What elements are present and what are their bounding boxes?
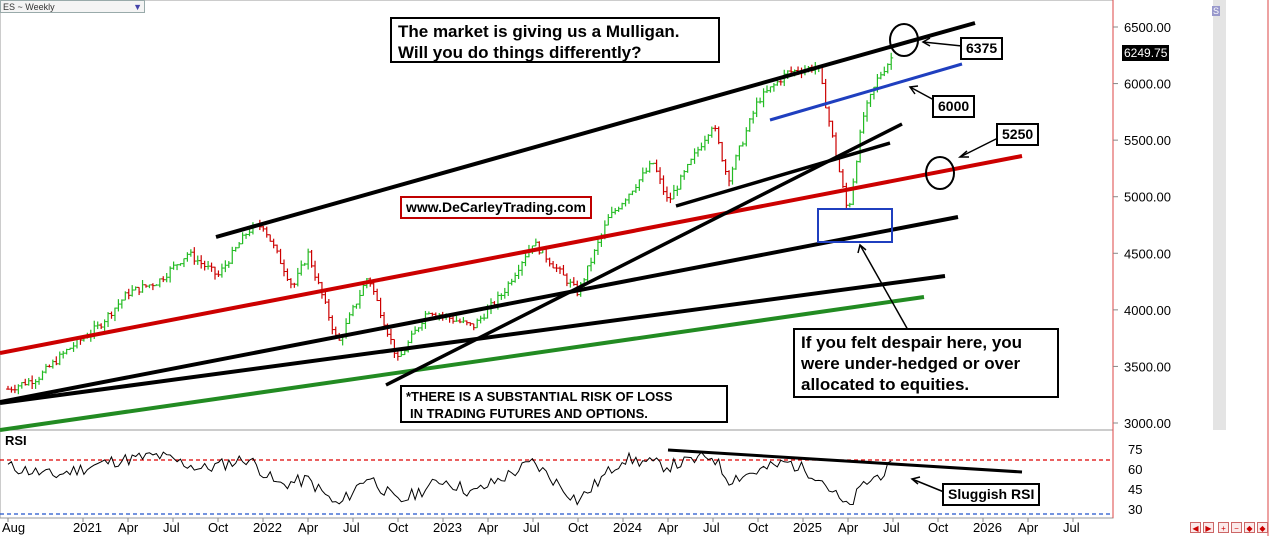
time-tick-label: Aug bbox=[2, 520, 25, 535]
scroll-track[interactable] bbox=[1213, 0, 1226, 430]
rsi-trend-line bbox=[667, 448, 1023, 474]
time-tick-label: 2021 bbox=[73, 520, 102, 535]
symbol-label: ES ~ Weekly bbox=[3, 2, 55, 12]
zoom-in-button[interactable]: + bbox=[1218, 522, 1229, 533]
zoom-out-button[interactable]: − bbox=[1231, 522, 1242, 533]
rsi-tick-label: 75 bbox=[1128, 442, 1142, 457]
target-circle-5250 bbox=[925, 156, 955, 190]
time-tick-label: 2022 bbox=[253, 520, 282, 535]
time-tick-label: Jul bbox=[163, 520, 180, 535]
despair-line1: If you felt despair here, you bbox=[801, 333, 1023, 352]
scroll-left-button[interactable]: ◀ bbox=[1190, 522, 1201, 533]
price-tick-label: 5500.00 bbox=[1124, 133, 1171, 148]
price-tick-label: 5000.00 bbox=[1124, 190, 1171, 205]
price-tick-label: 4000.00 bbox=[1124, 303, 1171, 318]
time-tick-label: Apr bbox=[658, 520, 679, 535]
time-tick-label: Oct bbox=[388, 520, 409, 535]
price-tick-label: 6500.00 bbox=[1124, 20, 1171, 35]
trendlines bbox=[0, 21, 1023, 432]
risk-line2: IN TRADING FUTURES AND OPTIONS. bbox=[410, 406, 648, 421]
chevron-down-icon: ▼ bbox=[133, 2, 142, 12]
time-tick-label: Jul bbox=[343, 520, 360, 535]
rsi-pane-label: RSI bbox=[5, 433, 27, 448]
red-trend-line bbox=[0, 154, 1023, 355]
collapse-button[interactable]: ◆ bbox=[1257, 522, 1268, 533]
rsi-tick-label: 45 bbox=[1128, 482, 1142, 497]
despair-line3: allocated to equities. bbox=[801, 375, 970, 394]
time-tick-label: 2025 bbox=[793, 520, 822, 535]
rsi-note-box: Sluggish RSI bbox=[942, 483, 1041, 506]
time-tick-label: 2023 bbox=[433, 520, 462, 535]
time-axis: Aug 2021 Apr Jul Oct 2022 Apr Jul Oct 2023 Apr Jul O… bbox=[2, 518, 1080, 535]
time-tick-label: Oct bbox=[748, 520, 769, 535]
despair-box: If you felt despair here, you were under… bbox=[793, 328, 1059, 398]
black-mid-line bbox=[0, 215, 959, 404]
headline-line1: The market is giving us a Mulligan. bbox=[398, 22, 680, 41]
green-base-line bbox=[0, 295, 925, 432]
time-tick-label: Jul bbox=[1063, 520, 1080, 535]
headline-line2: Will you do things differently? bbox=[398, 43, 642, 62]
price-tick-label: 3500.00 bbox=[1124, 359, 1171, 374]
despair-line2: were under-hedged or over bbox=[801, 354, 1021, 373]
black-short-line bbox=[675, 141, 891, 208]
time-tick-label: Oct bbox=[568, 520, 589, 535]
scroll-right-button[interactable]: ▶ bbox=[1203, 522, 1214, 533]
current-price-tag: 6249.75 bbox=[1122, 45, 1170, 61]
callout-arrows bbox=[857, 37, 999, 493]
level-5250-label: 5250 bbox=[996, 123, 1040, 146]
despair-zone-box bbox=[817, 208, 893, 243]
time-tick-label: 2026 bbox=[973, 520, 1002, 535]
price-tick-label: 3000.00 bbox=[1124, 416, 1171, 431]
black-diagonal-line bbox=[385, 122, 903, 387]
time-tick-label: Oct bbox=[208, 520, 229, 535]
level-6000-label: 6000 bbox=[932, 95, 976, 118]
risk-box: *THERE IS A SUBSTANTIAL RISK OF LOSS IN … bbox=[400, 385, 728, 423]
headline-box: The market is giving us a Mulligan. Will… bbox=[390, 17, 720, 63]
time-tick-label: Apr bbox=[478, 520, 499, 535]
level-6375-label: 6375 bbox=[960, 37, 1004, 60]
time-tick-label: Apr bbox=[118, 520, 139, 535]
website-box: www.DeCarleyTrading.com bbox=[400, 196, 592, 219]
expand-button[interactable]: ◆ bbox=[1244, 522, 1255, 533]
risk-line1: *THERE IS A SUBSTANTIAL RISK OF LOSS bbox=[406, 389, 673, 404]
symbol-dropdown[interactable]: ES ~ Weekly ▼ bbox=[0, 0, 145, 13]
time-tick-label: Apr bbox=[838, 520, 859, 535]
rsi-pane bbox=[0, 429, 1114, 519]
rsi-tick-label: 30 bbox=[1128, 502, 1142, 517]
blue-6000-line bbox=[769, 62, 963, 122]
rsi-line bbox=[7, 451, 892, 506]
upper-channel-line bbox=[215, 21, 976, 239]
price-tick-label: 6000.00 bbox=[1124, 77, 1171, 92]
scroll-tag[interactable]: S bbox=[1212, 6, 1221, 16]
rsi-tick-label: 60 bbox=[1128, 462, 1142, 477]
price-bar bbox=[889, 52, 894, 70]
time-tick-label: Jul bbox=[703, 520, 720, 535]
time-tick-label: 2024 bbox=[613, 520, 642, 535]
time-tick-label: Apr bbox=[298, 520, 319, 535]
time-tick-label: Oct bbox=[928, 520, 949, 535]
time-tick-label: Jul bbox=[523, 520, 540, 535]
time-tick-label: Apr bbox=[1018, 520, 1039, 535]
time-tick-label: Jul bbox=[883, 520, 900, 535]
price-axis: 6500.00 6000.00 5500.00 5000.00 4500.00 4000.… bbox=[1113, 20, 1171, 431]
rsi-axis: 75 60 45 30 bbox=[1128, 442, 1142, 517]
target-circle-top bbox=[889, 23, 919, 57]
price-tick-label: 4500.00 bbox=[1124, 246, 1171, 261]
